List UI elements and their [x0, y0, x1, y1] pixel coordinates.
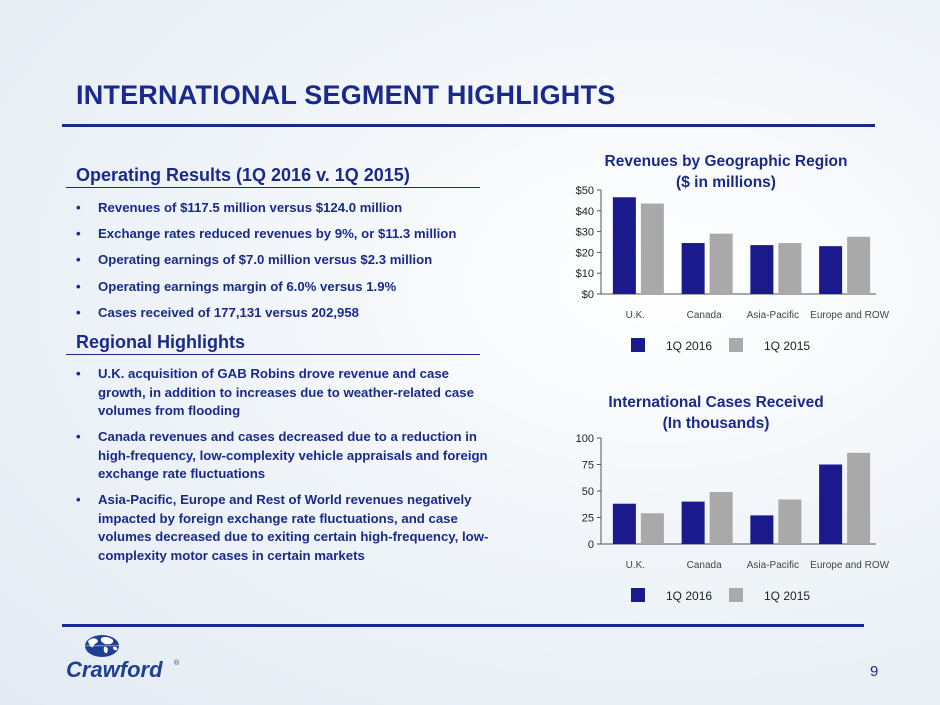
cases-chart-subtitle: (In thousands): [662, 415, 770, 432]
x-tick-label: Canada: [687, 560, 722, 571]
y-tick-label: 0: [588, 539, 594, 551]
legend-swatch: [729, 588, 743, 602]
y-tick-label: 100: [576, 433, 594, 445]
operating-results-list: Revenues of $117.5 million versus $124.0…: [76, 199, 491, 322]
bar: [750, 245, 774, 294]
x-tick-label: Asia-Pacific: [747, 310, 799, 321]
revenue-by-region-chart: $0 $10 $20 $30 $40 $50 U.K. Canada Asia-Pacific E…: [576, 185, 890, 353]
bar: [612, 503, 636, 544]
operating-results-rule: [66, 187, 480, 188]
bar: [612, 197, 636, 294]
title-divider: [62, 124, 875, 127]
legend-label: 1Q 2015: [764, 589, 810, 603]
y-tick-label: 50: [582, 486, 594, 498]
operating-results-bullet: Cases received of 177,131 versus 202,958: [76, 304, 491, 323]
operating-results-bullet: Operating earnings margin of 6.0% versus…: [76, 278, 491, 297]
bar: [709, 492, 733, 544]
bar: [681, 501, 705, 544]
y-tick-label: 25: [582, 513, 594, 525]
x-tick-label: Europe and ROW: [810, 310, 889, 321]
operating-results-heading: Operating Results (1Q 2016 v. 1Q 2015): [76, 165, 410, 185]
x-tick-label: U.K.: [626, 560, 645, 571]
bar: [847, 452, 871, 544]
revenue-chart-subtitle: ($ in millions): [676, 174, 776, 191]
x-tick-label: U.K.: [626, 310, 645, 321]
y-tick-label: $50: [576, 185, 594, 197]
bar: [709, 233, 733, 294]
cases-chart-title: International Cases Received (In thousan…: [586, 392, 846, 434]
x-tick-label: Canada: [687, 310, 722, 321]
operating-results-bullet: Operating earnings of $7.0 million versu…: [76, 251, 491, 270]
bar: [819, 464, 843, 544]
legend-label: 1Q 2016: [666, 589, 712, 603]
crawford-logo: Crawford ®: [66, 635, 180, 682]
y-tick-label: $10: [576, 268, 594, 280]
regional-highlights-heading: Regional Highlights: [76, 332, 245, 352]
legend-swatch: [729, 338, 743, 352]
footer-divider: [62, 624, 864, 627]
regional-highlights-rule: [66, 354, 480, 355]
logo-wordmark: Crawford: [66, 657, 163, 682]
y-tick-label: 75: [582, 460, 594, 472]
logo-registered-mark: ®: [174, 659, 180, 667]
bar: [778, 499, 802, 544]
legend-swatch: [631, 588, 645, 602]
x-tick-label: Asia-Pacific: [747, 560, 799, 571]
revenue-chart-title: Revenues by Geographic Region ($ in mill…: [596, 151, 856, 193]
y-tick-label: $30: [576, 227, 594, 239]
legend-label: 1Q 2016: [666, 339, 712, 353]
regional-highlights-list: U.K. acquisition of GAB Robins drove rev…: [76, 365, 494, 565]
regional-highlights-bullet: Asia-Pacific, Europe and Rest of World r…: [76, 491, 494, 565]
regional-highlights-bullet: Canada revenues and cases decreased due …: [76, 428, 494, 484]
bar: [640, 513, 664, 544]
slide-title: INTERNATIONAL SEGMENT HIGHLIGHTS: [76, 80, 616, 110]
cases-chart-title-line1: International Cases Received: [608, 394, 824, 411]
bar: [750, 515, 774, 544]
bar: [681, 243, 705, 294]
revenue-chart-title-line1: Revenues by Geographic Region: [604, 153, 848, 170]
x-tick-label: Europe and ROW: [810, 560, 889, 571]
bar: [640, 203, 664, 294]
regional-highlights-bullet: U.K. acquisition of GAB Robins drove rev…: [76, 365, 494, 421]
operating-results-bullet: Exchange rates reduced revenues by 9%, o…: [76, 225, 491, 244]
bar: [819, 246, 843, 294]
page-number: 9: [870, 663, 879, 680]
legend-swatch: [631, 338, 645, 352]
bar: [847, 236, 871, 294]
operating-results-bullet: Revenues of $117.5 million versus $124.0…: [76, 199, 491, 218]
cases-received-chart: 0 25 50 75 100 U.K. Canada Asia-Pacific Europe a…: [576, 433, 890, 603]
legend-label: 1Q 2015: [764, 339, 810, 353]
y-tick-label: $0: [582, 289, 594, 301]
y-tick-label: $40: [576, 206, 594, 218]
bar: [778, 243, 802, 294]
y-tick-label: $20: [576, 247, 594, 259]
